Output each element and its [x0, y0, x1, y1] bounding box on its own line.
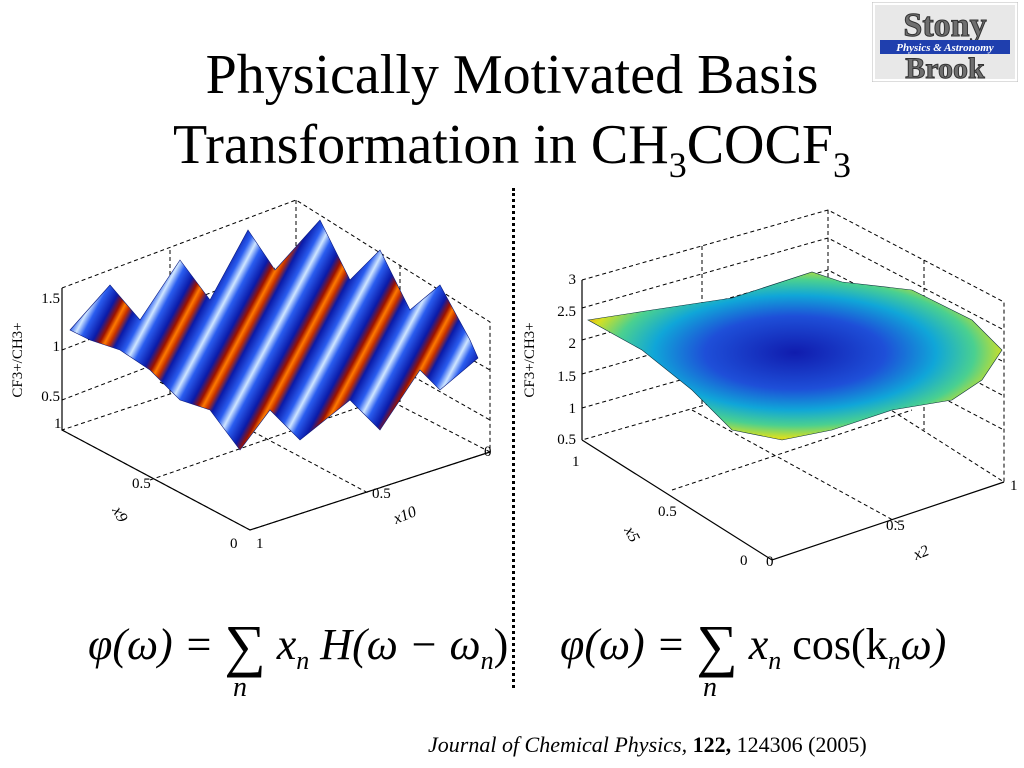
y-tick: 0.5 — [132, 476, 151, 492]
stony-brook-logo: Stony Physics & Astronomy Brook — [872, 2, 1018, 82]
formula-lhs: φ(ω) = — [560, 620, 686, 669]
z-tick: 0.5 — [557, 432, 576, 448]
citation: Journal of Chemical Physics, 122, 124306… — [428, 732, 867, 758]
z-tick: 1 — [53, 339, 61, 355]
z-tick: 1 — [569, 401, 577, 417]
y-tick: 1 — [572, 454, 580, 470]
x-tick: 1 — [1010, 478, 1018, 494]
z-tick: 2 — [569, 336, 577, 352]
logo-word-bottom: Brook — [905, 52, 985, 82]
logo-banner: Physics & Astronomy — [896, 42, 993, 54]
title-mid: COCF — [686, 114, 833, 176]
x-axis-label: x2 — [910, 542, 931, 564]
logo-word-top: Stony — [903, 7, 986, 44]
vertical-divider — [512, 188, 515, 688]
y-tick: 1 — [54, 416, 62, 432]
x-axis-label: x10 — [390, 503, 419, 528]
term-arg: (ω − ω — [352, 620, 481, 669]
term-x-subscript: n — [296, 646, 310, 675]
x-tick: 0.5 — [372, 486, 391, 502]
sum-symbol: ∑ — [224, 613, 266, 678]
z-tick: 2.5 — [557, 304, 576, 320]
y-axis-label: x5 — [620, 523, 643, 545]
x-tick: 0.5 — [886, 518, 905, 534]
y-tick: 0 — [230, 536, 238, 552]
term-k-subscript: n — [887, 646, 901, 675]
x-tick: 0 — [766, 554, 774, 570]
y-tick: 0 — [740, 553, 748, 569]
term-cos: cos(k — [792, 620, 888, 669]
z-tick: 3 — [569, 272, 577, 288]
term-h: H — [320, 620, 353, 669]
bowl-surface — [587, 271, 1003, 441]
sum-symbol: ∑ — [696, 613, 738, 678]
formula-heaviside: φ(ω) = ∑ xn H(ω − ωn) — [88, 606, 509, 678]
citation-pages: 124306 (2005) — [736, 732, 867, 757]
formula-lhs: φ(ω) = — [88, 620, 214, 669]
term-close: ) — [493, 620, 509, 669]
x-tick: 1 — [256, 536, 264, 552]
term-x: x — [748, 620, 769, 669]
formula-cosine: φ(ω) = ∑ xn cos(knω) — [560, 606, 947, 678]
x-tick: 0 — [484, 444, 492, 460]
y-axis-label: x9 — [108, 503, 131, 525]
slide-title-line-2: Transformation in CH3COCF3 — [0, 114, 1024, 196]
right-surface-plot: 3 2.5 2 1.5 1 0.5 CF3+/CH3+ 1 0.5 0 x5 0… — [522, 209, 1018, 570]
y-tick: 0.5 — [658, 504, 677, 520]
z-axis-label: CF3+/CH3+ — [10, 322, 26, 397]
z-tick: 1.5 — [41, 291, 60, 307]
sum-index: n — [233, 672, 247, 703]
term-x: x — [276, 620, 297, 669]
citation-volume: 122, — [692, 732, 732, 757]
term-x-subscript: n — [768, 646, 782, 675]
term-arg-subscript: n — [480, 646, 494, 675]
slide-title-line-1: Physically Motivated Basis — [205, 44, 819, 106]
left-surface-plot: 1.5 1 0.5 CF3+/CH3+ 1 0.5 0 x9 1 0.5 0 x… — [10, 199, 492, 552]
z-axis-label: CF3+/CH3+ — [522, 322, 538, 397]
citation-journal: Journal of Chemical Physics, — [428, 732, 688, 757]
term-close: ω) — [900, 620, 947, 669]
z-tick: 1.5 — [557, 369, 576, 385]
ripple-surface — [69, 219, 479, 451]
z-tick: 0.5 — [41, 389, 60, 405]
title-subscript-b: 3 — [833, 145, 851, 185]
title-prefix: Transformation in CH — [172, 114, 669, 176]
title-subscript-a: 3 — [668, 145, 687, 185]
sum-index: n — [703, 672, 717, 703]
